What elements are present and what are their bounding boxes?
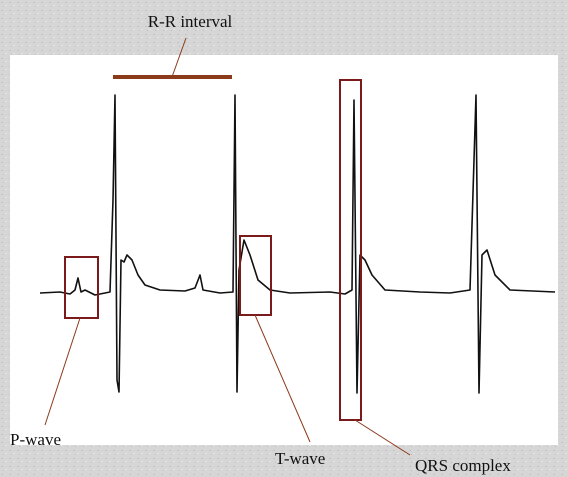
leader-line — [354, 419, 411, 456]
qrs-box — [339, 79, 362, 421]
plot-panel — [10, 55, 558, 445]
leader-line — [44, 317, 81, 426]
p-wave-label: P-wave — [10, 430, 61, 449]
leader-line — [254, 314, 311, 443]
p-wave-box — [64, 256, 99, 319]
ecg-trace — [39, 94, 556, 394]
rr-interval-label: R-R interval — [148, 12, 233, 31]
t-wave-label: T-wave — [275, 449, 325, 468]
leader-line — [171, 37, 187, 78]
qrs-complex-label: QRS complex — [415, 456, 511, 475]
